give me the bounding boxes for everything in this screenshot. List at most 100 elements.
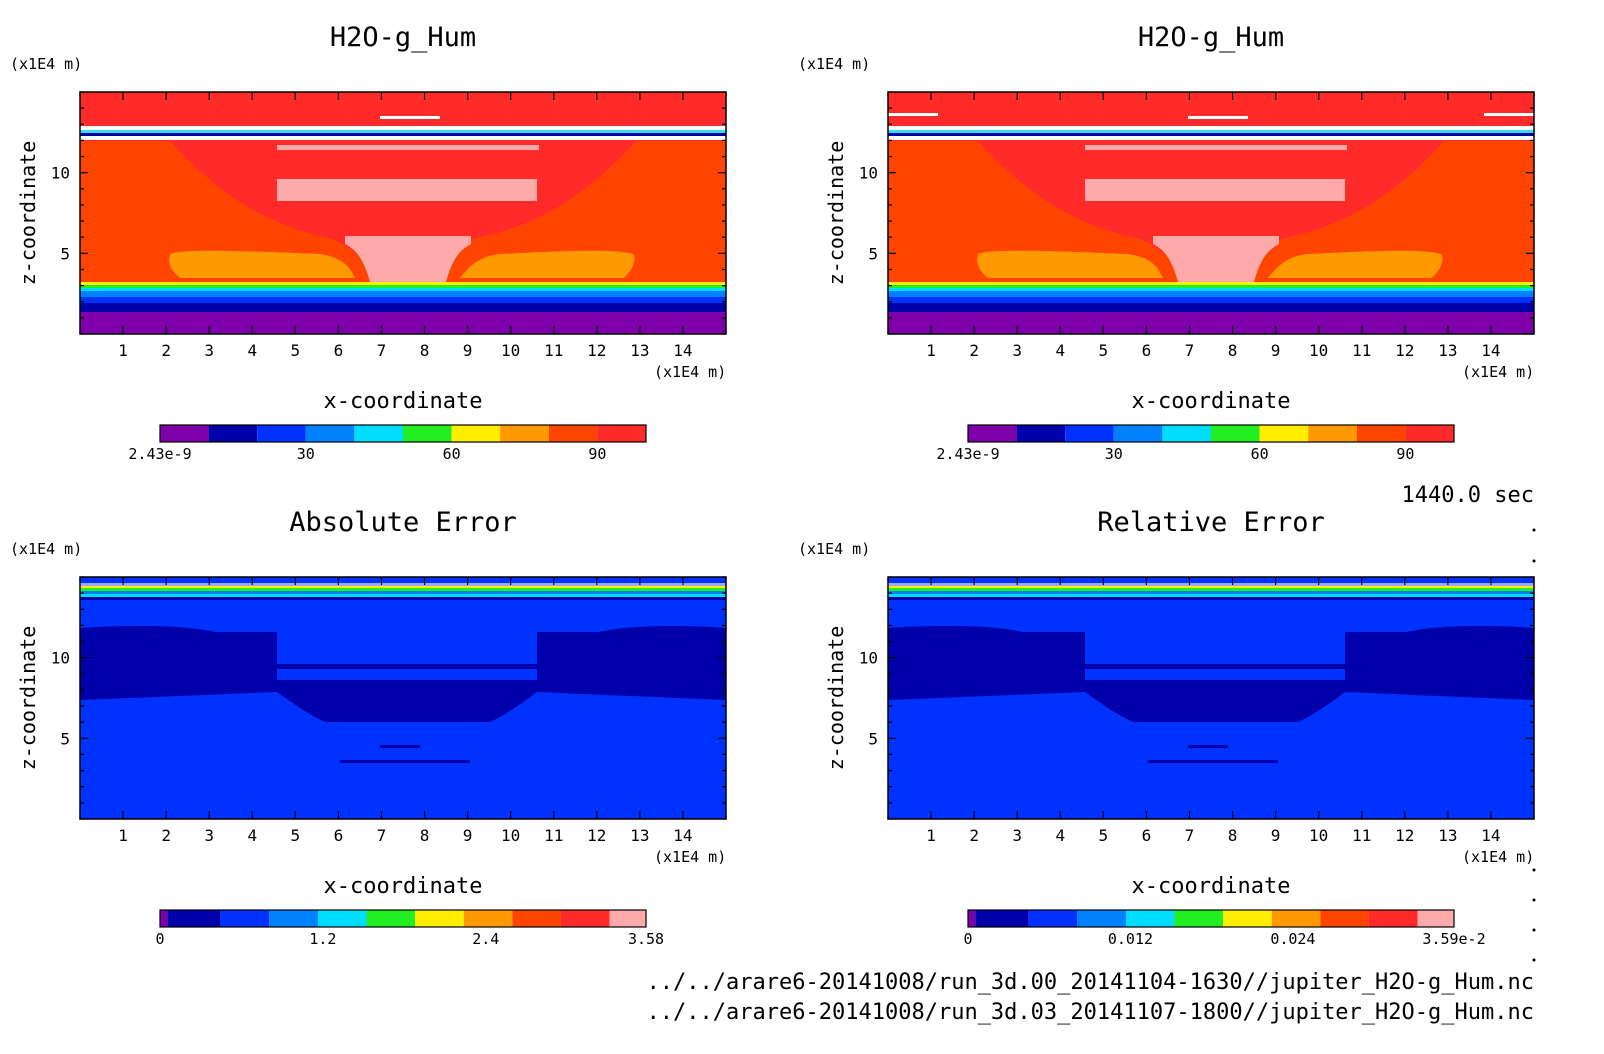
colorbar-segment [500, 425, 549, 442]
y-tick-label: 10 [51, 649, 70, 668]
x-axis-label: x-coordinate [1132, 389, 1291, 414]
x-tick-label: 1 [926, 341, 936, 360]
x-tick-label: 3 [1012, 826, 1022, 845]
x-tick-label: 9 [463, 341, 473, 360]
colorbar-segment [354, 425, 403, 442]
colorbar-segment [1174, 910, 1224, 927]
panel-bottom-left: Absolute Error (x1E4 m) 1 2 3 4 5 6 7 8 9 10 11 12 1… [10, 507, 727, 948]
colorbar-segment [975, 910, 1029, 927]
x-tick-label: 12 [1395, 341, 1414, 360]
x-tick-label: 2 [969, 826, 979, 845]
panel-top-left: H2O-g_Hum (x1E4 m) 1 2 3 4 5 6 7 8 9 10 11 12 13 14 [10, 22, 727, 463]
x-tick-label: 8 [420, 341, 430, 360]
x-tick-label: 1 [118, 826, 128, 845]
x-tick-label: 12 [1395, 826, 1414, 845]
y-tick-label: 5 [60, 244, 70, 263]
x-tick-labels: 1 2 3 4 5 6 7 8 9 10 11 12 13 14 [118, 341, 692, 360]
y-unit-label: (x1E4 m) [798, 55, 870, 73]
colorbar-segment [1113, 425, 1163, 442]
x-tick-label: 1 [118, 341, 128, 360]
y-axis-label: z-coordinate [824, 626, 848, 771]
colorbar-frame [967, 424, 1455, 443]
x-tick-label: 14 [1481, 341, 1500, 360]
x-unit-label: (x1E4 m) [1462, 848, 1534, 866]
colorbar-segment [1259, 425, 1309, 442]
colorbar-segment [512, 910, 561, 927]
colorbar-tick-label: 0 [963, 930, 972, 948]
panel-bottom-right: Relative Error (x1E4 m) 1 2 3 4 5 6 7 8 9 10 11 12 1… [798, 507, 1535, 948]
x-tick-label: 2 [161, 341, 171, 360]
colorbar-segment [257, 425, 306, 442]
colorbar-segment [451, 425, 501, 442]
file-path-2: ../../arare6-20141008/run_3d.03_20141107… [647, 1000, 1534, 1025]
x-tick-label: 10 [1309, 826, 1328, 845]
axis-ticks [79, 91, 727, 335]
edge-dots [1532, 528, 1536, 962]
x-tick-labels: 1 2 3 4 5 6 7 8 9 10 11 12 13 14 [926, 826, 1500, 845]
field-plot [888, 577, 1534, 819]
x-tick-label: 12 [587, 341, 606, 360]
colorbar-segment [1417, 910, 1454, 927]
colorbar-segment [1162, 425, 1211, 442]
colorbar-segment [1308, 425, 1357, 442]
x-tick-label: 4 [247, 826, 257, 845]
colorbar-segment [1065, 425, 1114, 442]
x-axis-label: x-coordinate [324, 389, 483, 414]
x-tick-label: 14 [673, 341, 692, 360]
x-tick-label: 5 [1099, 341, 1109, 360]
colorbar-segment [1368, 910, 1418, 927]
y-axis-label: z-coordinate [16, 626, 40, 771]
x-tick-label: 10 [1309, 341, 1328, 360]
colorbar-segment [1016, 425, 1066, 442]
x-tick-label: 13 [1438, 341, 1457, 360]
x-tick-label: 14 [1481, 826, 1500, 845]
x-unit-label: (x1E4 m) [654, 848, 726, 866]
x-tick-label: 2 [969, 341, 979, 360]
time-label: 1440.0 sec [1402, 483, 1534, 508]
colorbar-segment [968, 425, 1017, 442]
colorbar-segment [1028, 910, 1078, 927]
x-tick-label: 11 [1352, 826, 1371, 845]
field-plot [80, 92, 726, 334]
x-tick-label: 3 [204, 826, 214, 845]
x-tick-label: 11 [544, 826, 563, 845]
y-tick-labels: 5 10 [859, 649, 878, 749]
panel-title: H2O-g_Hum [1138, 22, 1284, 53]
colorbar-segment [548, 425, 598, 442]
colorbar-segment [463, 910, 513, 927]
axis-ticks [887, 576, 1535, 820]
x-tick-label: 8 [420, 826, 430, 845]
colorbar-segment [1077, 910, 1126, 927]
colorbar-tick-label: 1.2 [309, 930, 336, 948]
x-tick-label: 10 [501, 826, 520, 845]
colorbar-segment [1271, 910, 1321, 927]
x-tick-label: 4 [1055, 826, 1065, 845]
y-tick-labels: 5 10 [859, 164, 878, 264]
colorbar-tick-label: 60 [443, 445, 461, 463]
x-tick-label: 9 [463, 826, 473, 845]
colorbar-segment [403, 425, 452, 442]
x-tick-label: 4 [247, 341, 257, 360]
y-tick-labels: 5 10 [51, 649, 70, 749]
colorbar-segment [208, 425, 258, 442]
panel-title: Relative Error [1097, 507, 1325, 538]
colorbar: 0 1.2 2.4 3.58 [155, 909, 664, 948]
x-tick-label: 9 [1271, 341, 1281, 360]
y-tick-label: 5 [868, 244, 878, 263]
colorbar-segment [1223, 910, 1272, 927]
colorbar: 2.43e-9 30 60 90 [128, 424, 647, 463]
x-tick-label: 5 [291, 826, 301, 845]
field-plot [80, 577, 726, 819]
plot-frame [79, 91, 727, 335]
x-tick-label: 7 [377, 826, 387, 845]
colorbar-tick-label: 0.024 [1270, 930, 1315, 948]
x-unit-label: (x1E4 m) [654, 363, 726, 381]
colorbar-tick-label: 2.43e-9 [128, 445, 191, 463]
plot-frame [887, 91, 1535, 335]
plot-frame [79, 576, 727, 820]
colorbar: 0 0.012 0.024 3.59e-2 [963, 909, 1486, 948]
plot-frame [887, 576, 1535, 820]
x-tick-label: 6 [334, 826, 344, 845]
x-unit-label: (x1E4 m) [1462, 363, 1534, 381]
colorbar-segment [1356, 425, 1406, 442]
